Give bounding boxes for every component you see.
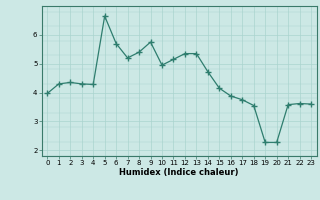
X-axis label: Humidex (Indice chaleur): Humidex (Indice chaleur) [119, 168, 239, 177]
